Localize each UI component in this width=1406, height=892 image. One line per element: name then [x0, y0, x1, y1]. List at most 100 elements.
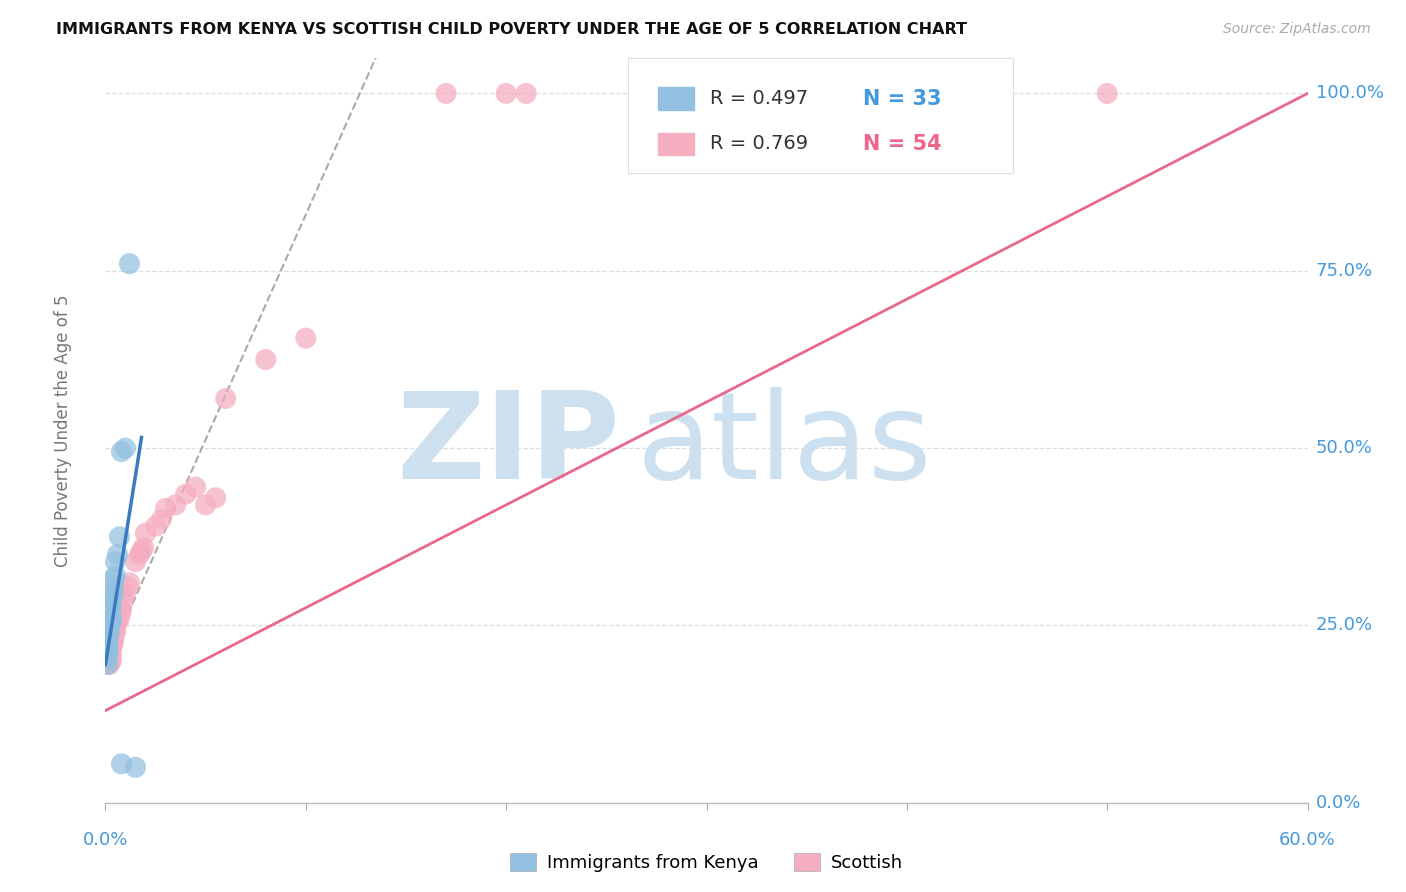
Point — [107, 615, 129, 629]
Point — [110, 756, 132, 771]
Point — [103, 632, 125, 647]
Point — [96, 632, 118, 647]
Point — [1097, 87, 1119, 101]
Point — [103, 579, 125, 593]
Point — [103, 629, 125, 643]
Point — [103, 618, 125, 632]
Point — [118, 257, 141, 271]
Point — [104, 611, 127, 625]
Point — [155, 501, 177, 516]
Point — [100, 611, 122, 625]
Point — [96, 636, 118, 650]
Point — [96, 643, 118, 657]
Point — [98, 625, 121, 640]
Point — [100, 640, 122, 654]
Point — [100, 625, 122, 640]
Point — [254, 352, 277, 367]
Point — [96, 643, 118, 657]
Point — [103, 625, 125, 640]
Point — [100, 643, 122, 657]
Point — [194, 498, 217, 512]
Text: 25.0%: 25.0% — [1316, 616, 1374, 634]
Point — [108, 611, 131, 625]
Point — [98, 618, 121, 632]
Point — [98, 611, 121, 625]
Point — [98, 607, 121, 622]
Text: N = 33: N = 33 — [863, 88, 941, 109]
Text: N = 54: N = 54 — [863, 134, 942, 153]
Point — [98, 647, 121, 661]
Point — [96, 647, 118, 661]
Point — [108, 600, 131, 615]
Point — [135, 526, 157, 541]
Point — [145, 519, 167, 533]
Text: 50.0%: 50.0% — [1316, 439, 1372, 457]
Point — [98, 657, 121, 672]
Legend: Immigrants from Kenya, Scottish: Immigrants from Kenya, Scottish — [503, 847, 910, 880]
Point — [110, 604, 132, 618]
Point — [98, 643, 121, 657]
Point — [114, 441, 136, 455]
Point — [112, 593, 135, 607]
Point — [96, 629, 118, 643]
Point — [96, 643, 118, 657]
Point — [108, 530, 131, 544]
Point — [104, 625, 127, 640]
Point — [100, 629, 122, 643]
Point — [100, 593, 122, 607]
Point — [100, 654, 122, 668]
Point — [98, 615, 121, 629]
Point — [98, 622, 121, 636]
Point — [132, 541, 155, 555]
Text: IMMIGRANTS FROM KENYA VS SCOTTISH CHILD POVERTY UNDER THE AGE OF 5 CORRELATION C: IMMIGRANTS FROM KENYA VS SCOTTISH CHILD … — [56, 22, 967, 37]
Point — [100, 632, 122, 647]
Point — [204, 491, 226, 505]
FancyBboxPatch shape — [628, 58, 1014, 173]
Point — [434, 87, 457, 101]
Point — [184, 480, 207, 494]
Point — [174, 487, 197, 501]
Point — [124, 760, 146, 774]
Point — [96, 657, 118, 672]
Point — [114, 586, 136, 600]
Point — [104, 555, 127, 569]
Text: Child Poverty Under the Age of 5: Child Poverty Under the Age of 5 — [53, 294, 72, 566]
Point — [214, 392, 236, 406]
Text: 100.0%: 100.0% — [1316, 85, 1384, 103]
Text: 75.0%: 75.0% — [1316, 261, 1374, 280]
Text: R = 0.497: R = 0.497 — [710, 89, 808, 108]
Point — [295, 331, 318, 345]
Text: 60.0%: 60.0% — [1279, 831, 1336, 849]
Text: 0.0%: 0.0% — [83, 831, 128, 849]
Point — [100, 600, 122, 615]
Point — [128, 548, 150, 562]
Point — [96, 640, 118, 654]
Point — [100, 650, 122, 665]
Point — [100, 615, 122, 629]
Point — [98, 650, 121, 665]
Point — [107, 548, 129, 562]
Point — [110, 444, 132, 458]
Point — [495, 87, 517, 101]
Point — [100, 590, 122, 604]
Point — [103, 573, 125, 587]
Point — [118, 575, 141, 590]
Text: 0.0%: 0.0% — [1316, 794, 1361, 812]
Point — [124, 555, 146, 569]
Point — [103, 586, 125, 600]
Point — [131, 544, 153, 558]
Point — [96, 650, 118, 665]
Text: R = 0.769: R = 0.769 — [710, 135, 808, 153]
Point — [117, 579, 139, 593]
Text: ZIP: ZIP — [396, 387, 620, 504]
Point — [104, 569, 127, 583]
Point — [96, 650, 118, 665]
Point — [98, 640, 121, 654]
Point — [96, 657, 118, 672]
Point — [103, 636, 125, 650]
Point — [96, 636, 118, 650]
Text: Source: ZipAtlas.com: Source: ZipAtlas.com — [1223, 22, 1371, 37]
Bar — [658, 133, 695, 155]
Text: atlas: atlas — [637, 387, 932, 504]
Point — [165, 498, 187, 512]
